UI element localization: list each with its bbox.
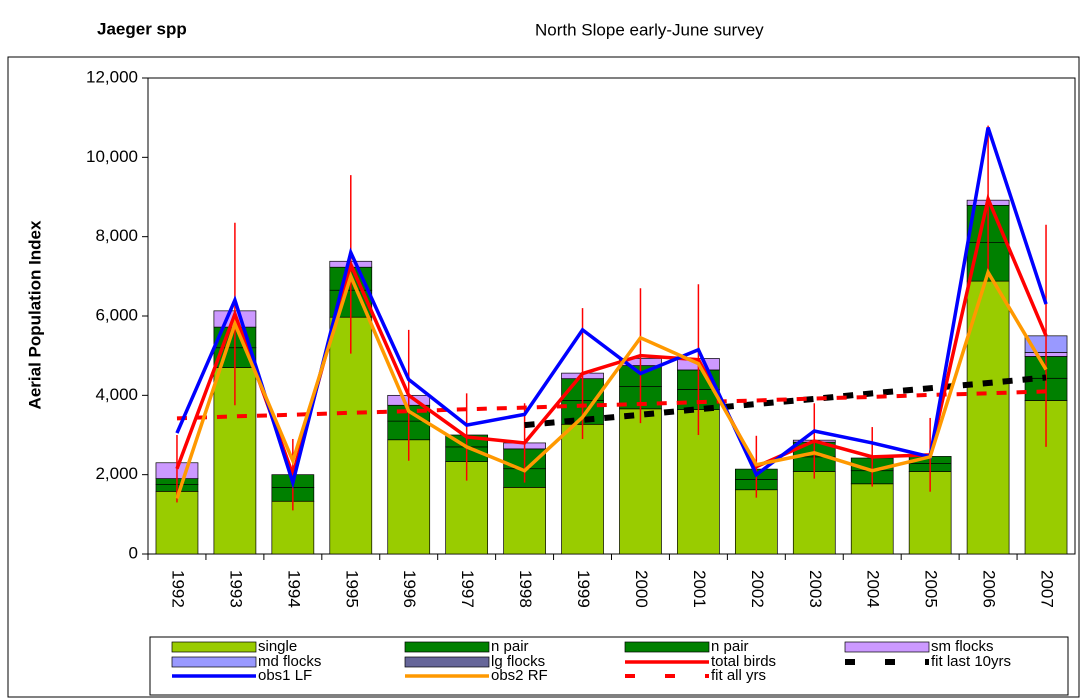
legend-label: md flocks xyxy=(258,653,321,670)
legend-label: total birds xyxy=(711,653,776,670)
x-tick-label: 1996 xyxy=(400,570,419,608)
legend-swatch xyxy=(171,656,257,668)
bar-segment xyxy=(619,408,662,555)
legend-label: sm flocks xyxy=(931,638,994,655)
legend-swatch xyxy=(171,641,257,653)
x-tick-label: 2004 xyxy=(864,570,883,608)
series-line xyxy=(175,127,1048,489)
y-tick-label: 12,000 xyxy=(86,67,138,86)
series-line xyxy=(176,389,1047,421)
bar-segment xyxy=(734,489,778,555)
x-tick-label: 2005 xyxy=(922,570,941,608)
legend-label: single xyxy=(258,638,297,655)
x-tick-label: 1995 xyxy=(342,570,361,608)
legend-label: fit last 10yrs xyxy=(931,653,1011,670)
series-line xyxy=(175,268,1048,500)
x-tick-label: 2003 xyxy=(806,570,825,608)
x-tick-label: 2001 xyxy=(690,570,709,608)
legend-label: obs2 RF xyxy=(491,667,548,684)
x-tick-label: 1997 xyxy=(458,570,477,608)
y-tick-label: 4,000 xyxy=(95,385,138,404)
x-tick-label: 2007 xyxy=(1038,570,1057,608)
legend-label: n pair xyxy=(711,638,749,655)
legend-label: lg flocks xyxy=(491,653,545,670)
bar-segment xyxy=(792,471,836,555)
chart-frame xyxy=(7,56,1080,698)
x-tick-label: 1994 xyxy=(284,570,303,608)
x-tick-label: 2000 xyxy=(632,570,651,608)
legend-swatch xyxy=(404,656,490,668)
legend-label: fit all yrs xyxy=(711,667,766,684)
y-tick-label: 10,000 xyxy=(86,147,138,166)
bar-segment xyxy=(966,280,1010,555)
x-tick-label: 2002 xyxy=(748,570,767,608)
bar-segment xyxy=(850,483,894,555)
series-line xyxy=(175,193,1048,481)
chart-title: Jaeger spp xyxy=(97,19,187,38)
bar-segment xyxy=(561,423,604,555)
legend-swatch xyxy=(624,641,710,653)
x-tick-label: 1999 xyxy=(574,570,593,608)
x-tick-label: 1992 xyxy=(168,570,187,608)
y-axis-title: Aerial Population Index xyxy=(25,220,44,409)
legend-label: obs1 LF xyxy=(258,667,312,684)
x-tick-label: 1998 xyxy=(516,570,535,608)
legend-swatch xyxy=(404,641,490,653)
x-tick-label: 1993 xyxy=(226,570,245,608)
chart-subtitle: North Slope early-June survey xyxy=(535,20,764,39)
y-tick-label: 6,000 xyxy=(95,305,138,324)
legend-label: n pair xyxy=(491,638,529,655)
bar-segment xyxy=(503,487,546,555)
legend: single n pair n pair sm flocks md flocks lg f… xyxy=(171,638,1011,684)
y-tick-label: 0 xyxy=(129,543,138,562)
x-tick-label: 2006 xyxy=(980,570,999,608)
y-tick-label: 2,000 xyxy=(95,464,138,483)
legend-swatch xyxy=(844,641,930,653)
y-tick-label: 8,000 xyxy=(95,226,138,245)
